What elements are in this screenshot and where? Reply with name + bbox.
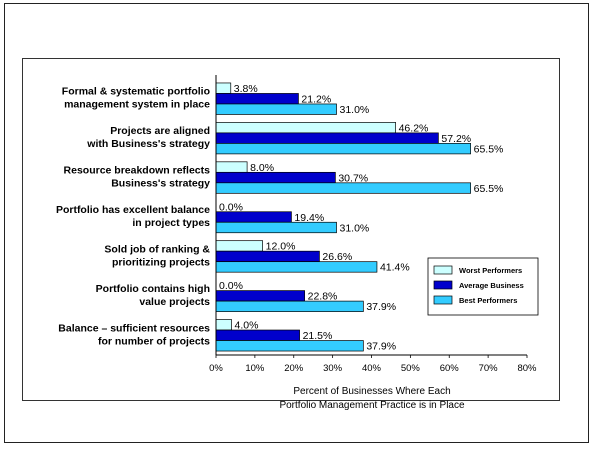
x-tick-label: 20%: [284, 363, 304, 374]
legend-label: Average Business: [459, 281, 524, 290]
bar: [215, 82, 232, 94]
x-tick-label: 30%: [323, 363, 343, 374]
bar: [215, 250, 320, 263]
data-label: 21.5%: [303, 330, 333, 342]
bar: [215, 182, 471, 194]
x-tick-label: 10%: [245, 363, 265, 374]
x-tick-label: 0%: [209, 363, 223, 374]
data-label: 31.0%: [340, 104, 370, 116]
data-label: 19.4%: [294, 212, 324, 224]
bar: [215, 240, 264, 252]
data-label: 46.2%: [399, 122, 429, 134]
data-label: 65.5%: [474, 143, 504, 155]
bar: [215, 132, 439, 144]
legend-swatch: [433, 280, 453, 290]
category-label: Portfolio contains high: [96, 283, 210, 295]
data-label: 0.0%: [219, 280, 243, 292]
bar: [215, 319, 232, 331]
bar: [215, 122, 396, 134]
bar: [215, 211, 292, 223]
bar: [215, 171, 336, 184]
category-label: value projects: [139, 296, 210, 308]
bar: [215, 103, 337, 115]
category-label: Sold job of ranking &: [104, 243, 210, 255]
data-label: 41.4%: [380, 262, 410, 274]
data-label: 57.2%: [441, 133, 471, 145]
bar: [215, 340, 364, 352]
bar: [215, 261, 378, 273]
x-tick-label: 50%: [401, 363, 421, 374]
axes: 0% 10% 20% 30% 40% 50% 60% 70% 80%: [209, 75, 537, 374]
data-label: 3.8%: [234, 83, 258, 95]
data-label: 37.9%: [366, 341, 396, 353]
bar: [215, 161, 248, 173]
data-label: 26.6%: [322, 251, 352, 263]
data-label: 0.0%: [219, 201, 243, 213]
bar: [215, 329, 300, 341]
x-tick-label: 70%: [479, 363, 499, 374]
data-label: 37.9%: [366, 301, 396, 313]
category-label: Business's strategy: [111, 178, 210, 190]
data-label: 22.8%: [308, 291, 338, 303]
x-tick-label: 80%: [517, 363, 537, 374]
bar: [215, 143, 471, 155]
data-label: 4.0%: [235, 320, 259, 332]
bar: [215, 221, 337, 234]
data-label: 8.0%: [250, 162, 274, 174]
x-axis-title: Portfolio Management Practice is in Plac…: [279, 400, 465, 411]
category-label: management system in place: [64, 99, 210, 111]
bar: [215, 290, 305, 302]
x-axis-title: Percent of Businesses Where Each: [293, 386, 450, 397]
data-label: 12.0%: [266, 241, 296, 253]
category-label: with Business's strategy: [86, 138, 210, 150]
legend: Worst Performers Average Business Best Per…: [427, 257, 539, 316]
bar: [215, 300, 364, 312]
legend-label: Worst Performers: [459, 266, 522, 275]
x-tick-label: 60%: [440, 363, 460, 374]
category-label: Projects are aligned: [110, 125, 210, 137]
labels: 3.8% 21.2% 31.0% Formal & systematic portfo…: [56, 83, 503, 411]
category-label: in project types: [132, 217, 210, 229]
category-label: for number of projects: [98, 335, 210, 347]
data-label: 31.0%: [340, 222, 370, 234]
category-label: Formal & systematic portfolio: [62, 86, 210, 98]
legend-swatch: [433, 265, 453, 275]
category-label: prioritizing projects: [112, 256, 210, 268]
bar: [215, 93, 299, 105]
data-label: 30.7%: [338, 172, 368, 184]
category-label: Resource breakdown reflects: [64, 165, 211, 177]
data-label: 65.5%: [474, 183, 504, 195]
category-label: Balance – sufficient resources: [58, 322, 210, 334]
category-label: Portfolio has excellent balance: [56, 204, 210, 216]
data-label: 21.2%: [301, 93, 331, 105]
legend-swatch: [433, 295, 453, 305]
x-tick-label: 40%: [362, 363, 382, 374]
legend-label: Best Performers: [459, 296, 517, 305]
